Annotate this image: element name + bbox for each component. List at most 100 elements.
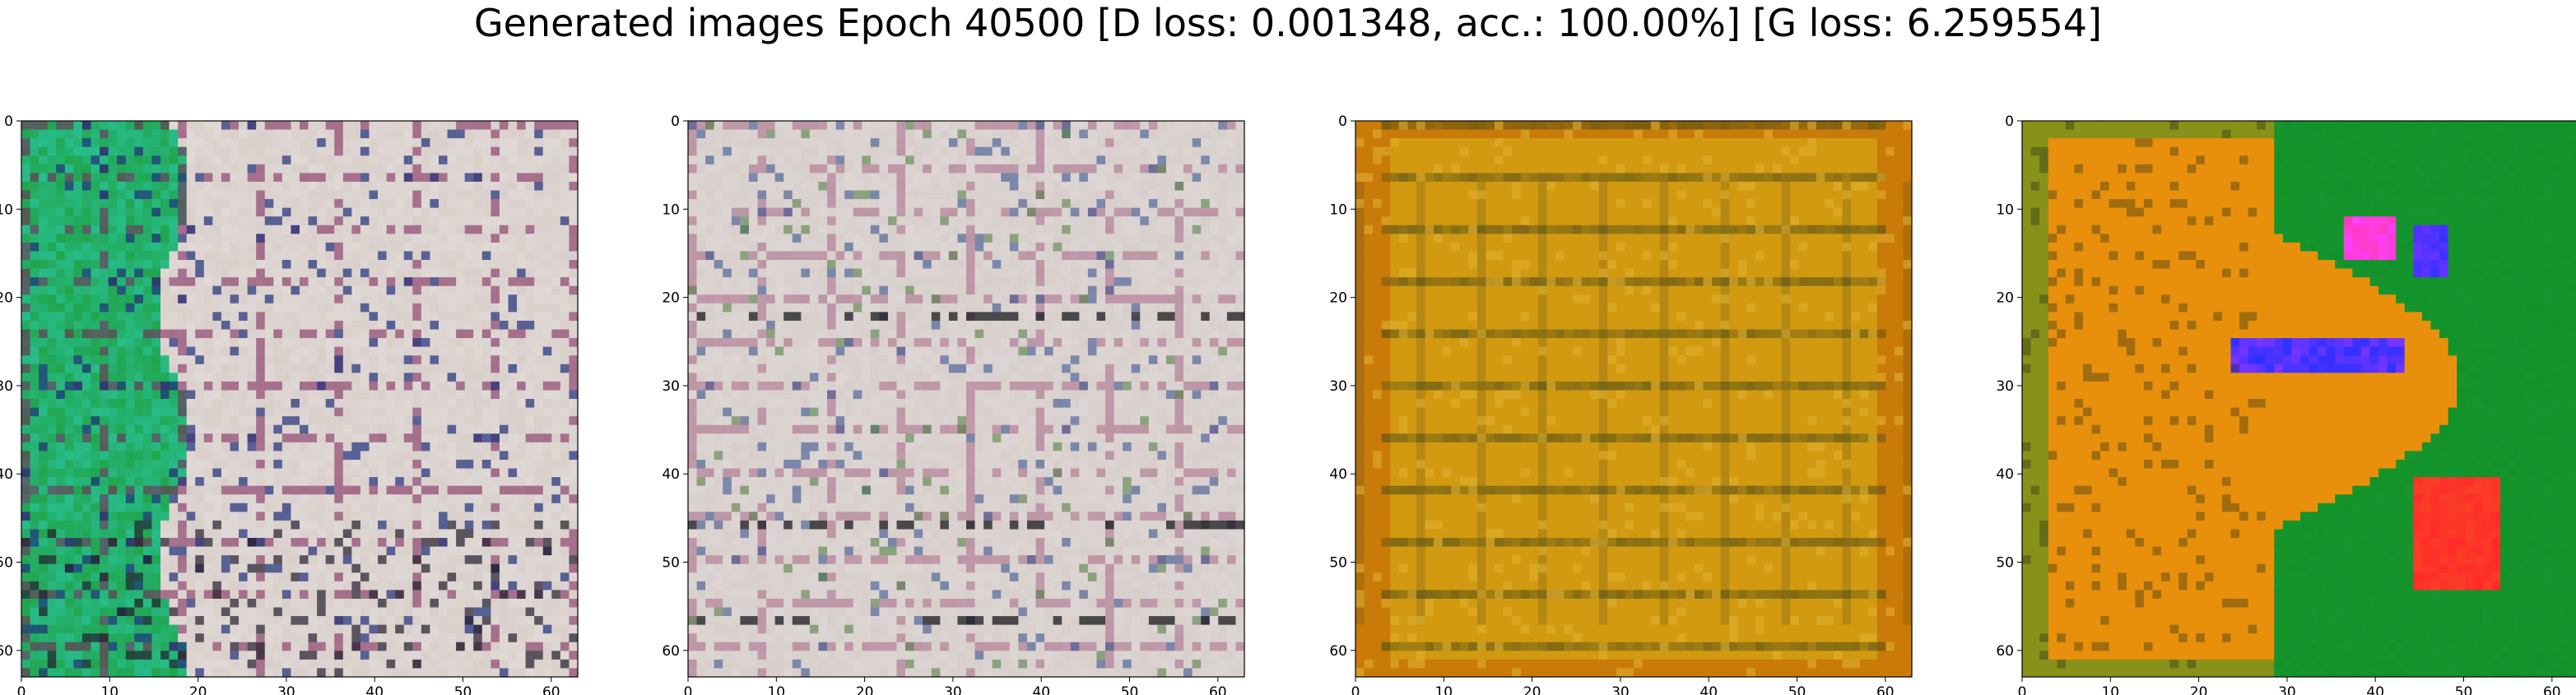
image-pixel xyxy=(879,121,889,130)
image-pixel xyxy=(1148,146,1158,156)
image-pixel xyxy=(896,138,906,148)
image-pixel xyxy=(273,312,283,322)
image-pixel xyxy=(308,234,318,243)
image-pixel xyxy=(360,312,370,322)
image-pixel xyxy=(386,607,396,617)
image-pixel xyxy=(21,668,30,677)
image-pixel xyxy=(439,277,448,287)
image-pixel xyxy=(203,572,213,582)
image-pixel xyxy=(551,251,561,261)
image-pixel xyxy=(64,451,74,461)
image-pixel xyxy=(499,624,509,634)
image-pixel xyxy=(923,216,932,226)
image-pixel xyxy=(264,373,274,382)
image-pixel xyxy=(551,121,561,130)
image-pixel xyxy=(369,138,379,148)
image-pixel xyxy=(203,277,213,287)
image-pixel xyxy=(569,121,578,130)
image-pixel xyxy=(264,433,274,443)
image-pixel xyxy=(481,424,491,434)
image-pixel xyxy=(1079,121,1089,130)
image-pixel xyxy=(569,624,578,634)
image-pixel xyxy=(81,624,91,634)
image-pixel xyxy=(491,225,500,234)
image-pixel xyxy=(178,433,188,443)
image-pixel xyxy=(1044,121,1053,130)
image-pixel xyxy=(1044,190,1053,200)
image-pixel xyxy=(447,260,457,269)
image-pixel xyxy=(281,477,291,486)
image-pixel xyxy=(142,346,152,356)
image-pixel xyxy=(351,155,361,165)
image-pixel xyxy=(966,121,975,130)
image-pixel xyxy=(378,320,387,330)
image-pixel xyxy=(974,155,984,165)
image-pixel xyxy=(47,512,57,521)
image-pixel xyxy=(108,234,118,243)
image-pixel xyxy=(308,373,318,382)
image-pixel xyxy=(473,364,483,373)
image-pixel xyxy=(378,138,387,148)
image-pixel xyxy=(203,520,213,530)
image-pixel xyxy=(774,121,784,130)
image-pixel xyxy=(325,312,335,322)
image-pixel xyxy=(378,303,387,313)
image-pixel xyxy=(47,146,57,156)
image-pixel xyxy=(81,294,91,304)
image-pixel xyxy=(456,451,466,461)
image-pixel xyxy=(481,346,491,356)
image-pixel xyxy=(300,451,309,461)
image-pixel xyxy=(117,320,127,330)
image-pixel xyxy=(351,129,361,139)
image-pixel xyxy=(1165,199,1175,208)
image-pixel xyxy=(421,155,430,165)
image-pixel xyxy=(221,138,230,148)
image-pixel xyxy=(281,633,291,643)
image-pixel xyxy=(542,190,552,200)
image-pixel xyxy=(160,207,170,217)
image-pixel xyxy=(1123,216,1132,226)
image-pixel xyxy=(47,451,57,461)
image-pixel xyxy=(334,581,344,591)
image-pixel xyxy=(230,616,239,625)
image-pixel xyxy=(1157,164,1167,174)
image-pixel xyxy=(369,651,379,660)
image-pixel xyxy=(256,373,266,382)
image-pixel xyxy=(905,181,914,191)
image-pixel xyxy=(360,633,370,643)
image-pixel xyxy=(281,651,291,660)
image-pixel xyxy=(247,234,257,243)
image-pixel xyxy=(534,416,544,426)
image-pixel xyxy=(30,225,40,234)
image-pixel xyxy=(517,572,526,582)
image-pixel xyxy=(369,572,379,582)
image-pixel xyxy=(325,633,335,643)
image-pixel xyxy=(73,424,83,434)
image-pixel xyxy=(508,642,518,651)
image-pixel xyxy=(178,207,188,217)
image-pixel xyxy=(230,399,239,408)
image-pixel xyxy=(64,494,74,504)
image-pixel xyxy=(351,190,361,200)
image-pixel xyxy=(73,373,83,382)
image-pixel xyxy=(688,199,697,208)
image-pixel xyxy=(369,303,379,313)
image-pixel xyxy=(203,294,213,304)
image-pixel xyxy=(64,581,74,591)
image-pixel xyxy=(542,624,552,634)
image-pixel xyxy=(39,581,49,591)
image-pixel xyxy=(551,407,561,417)
image-pixel xyxy=(247,433,257,443)
image-pixel xyxy=(64,164,74,174)
image-pixel xyxy=(134,668,144,677)
image-pixel xyxy=(879,155,889,165)
image-pixel xyxy=(169,590,179,600)
image-pixel xyxy=(230,346,239,356)
image-pixel xyxy=(247,503,257,512)
image-pixel xyxy=(569,668,578,677)
x-tick-label: 40 xyxy=(365,684,384,695)
image-pixel xyxy=(534,234,544,243)
image-pixel xyxy=(203,129,213,139)
image-pixel xyxy=(369,234,379,243)
image-pixel xyxy=(125,424,135,434)
